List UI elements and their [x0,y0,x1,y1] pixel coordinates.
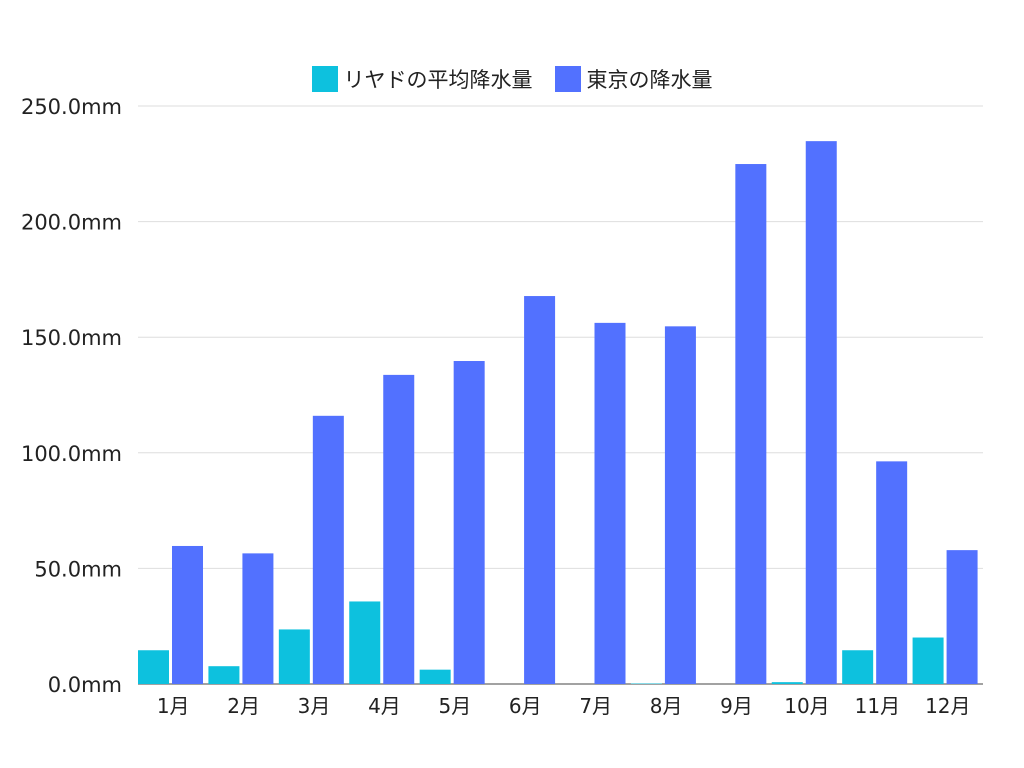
bar-riyadh [419,669,451,684]
bar-tokyo [524,296,556,684]
bar-riyadh [278,629,310,684]
x-tick-label: 2月 [227,694,260,718]
bar-tokyo [735,164,767,685]
legend-label-riyadh: リヤドの平均降水量 [343,68,533,92]
bar-tokyo [453,361,485,684]
bar-tokyo [664,326,696,684]
y-tick-label: 150.0mm [21,326,122,350]
bar-tokyo [594,322,626,684]
bar-riyadh [208,666,240,684]
x-tick-label: 5月 [439,694,472,718]
bar-tokyo [242,553,274,684]
legend: リヤドの平均降水量 東京の降水量 [0,64,1024,94]
y-tick-label: 100.0mm [21,442,122,466]
x-tick-label: 7月 [579,694,612,718]
x-tick-label: 3月 [298,694,331,718]
bar-riyadh [912,637,944,684]
y-tick-label: 200.0mm [21,211,122,235]
legend-item-tokyo[interactable]: 東京の降水量 [554,64,713,94]
y-tick-label: 250.0mm [21,95,122,119]
legend-label-tokyo: 東京の降水量 [586,68,713,92]
bar-tokyo [312,415,344,684]
legend-swatch-riyadh [311,66,338,92]
x-tick-label: 12月 [925,694,970,718]
bar-riyadh [842,650,874,684]
bar-tokyo [172,545,203,684]
bar-riyadh [349,601,381,684]
x-tick-label: 6月 [509,694,542,718]
legend-item-riyadh[interactable]: リヤドの平均降水量 [311,64,533,94]
y-tick-label: 50.0mm [34,557,122,581]
bar-tokyo [946,550,978,684]
bar-tokyo [876,461,908,684]
x-tick-label: 1月 [157,694,190,718]
y-tick-label: 0.0mm [48,673,122,697]
x-tick-label: 10月 [784,694,829,718]
bar-riyadh [138,650,169,684]
x-tick-label: 8月 [650,694,683,718]
bar-riyadh [771,682,803,684]
x-tick-label: 4月 [368,694,401,718]
x-tick-label: 9月 [720,694,753,718]
legend-swatch-tokyo [554,66,581,92]
x-tick-label: 11月 [855,694,900,718]
bar-tokyo [383,374,415,684]
bar-tokyo [805,141,837,684]
